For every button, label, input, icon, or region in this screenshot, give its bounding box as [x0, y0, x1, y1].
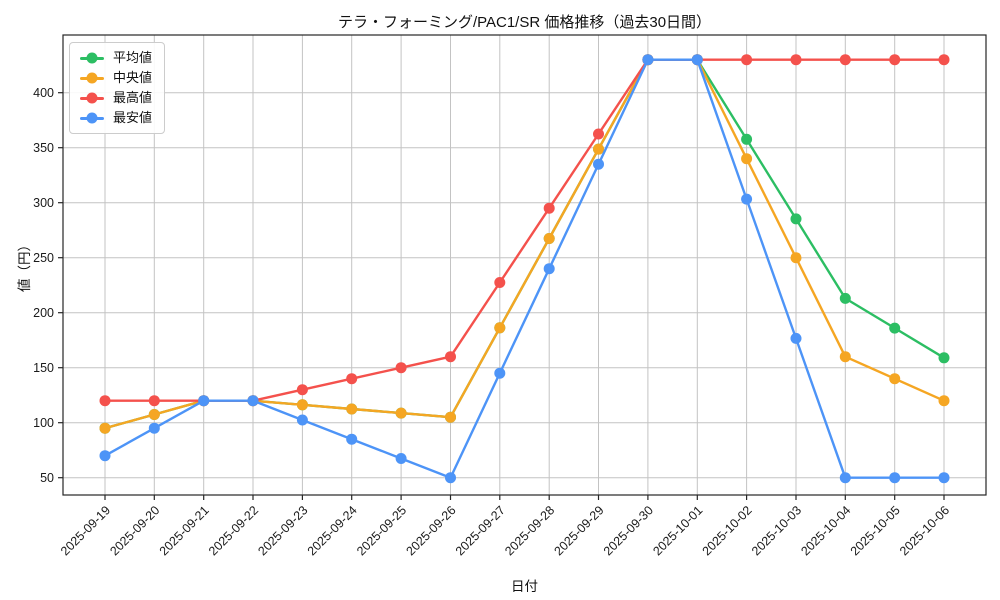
legend-item-max: 最高値: [80, 90, 152, 106]
svg-text:2025-09-24: 2025-09-24: [305, 503, 360, 558]
y-axis-label: 値（円）: [17, 238, 32, 292]
legend-item-average: 平均値: [80, 50, 152, 66]
svg-text:250: 250: [33, 251, 54, 265]
line-marker-icon: [80, 92, 104, 104]
line-marker-icon: [80, 72, 104, 84]
chart-title: テラ・フォーミング/PAC1/SR 価格推移（過去30日間）: [337, 14, 712, 31]
svg-text:2025-10-03: 2025-10-03: [749, 503, 804, 558]
svg-text:200: 200: [33, 306, 54, 320]
svg-text:2025-09-23: 2025-09-23: [255, 503, 310, 558]
svg-text:2025-09-21: 2025-09-21: [157, 503, 212, 558]
legend-label: 最安値: [113, 110, 153, 125]
svg-text:2025-09-22: 2025-09-22: [206, 503, 261, 558]
svg-text:2025-10-01: 2025-10-01: [650, 503, 705, 558]
legend-label: 最高値: [113, 90, 153, 105]
svg-text:2025-09-29: 2025-09-29: [552, 503, 607, 558]
legend-label: 中央値: [113, 70, 153, 85]
svg-text:100: 100: [33, 416, 54, 430]
line-marker-icon: [80, 112, 104, 124]
x-axis-label: 日付: [511, 579, 538, 594]
legend-item-median: 中央値: [80, 70, 152, 86]
legend-item-min: 最安値: [80, 110, 152, 126]
svg-text:300: 300: [33, 196, 54, 210]
svg-text:50: 50: [40, 471, 54, 485]
svg-text:2025-09-20: 2025-09-20: [107, 503, 162, 558]
svg-text:2025-09-26: 2025-09-26: [404, 503, 459, 558]
svg-text:2025-09-28: 2025-09-28: [502, 503, 557, 558]
svg-text:2025-10-06: 2025-10-06: [897, 503, 952, 558]
legend-label: 平均値: [113, 50, 153, 65]
line-marker-icon: [80, 52, 104, 64]
svg-text:2025-09-19: 2025-09-19: [58, 503, 113, 558]
svg-text:2025-10-02: 2025-10-02: [700, 503, 755, 558]
svg-text:2025-10-05: 2025-10-05: [848, 503, 903, 558]
svg-text:400: 400: [33, 86, 54, 100]
svg-text:150: 150: [33, 361, 54, 375]
svg-text:2025-10-04: 2025-10-04: [798, 503, 853, 558]
svg-text:350: 350: [33, 141, 54, 155]
svg-text:2025-09-30: 2025-09-30: [601, 503, 656, 558]
legend: 平均値 中央値 最高値 最安値: [69, 42, 166, 134]
svg-text:2025-09-25: 2025-09-25: [354, 503, 409, 558]
svg-text:2025-09-27: 2025-09-27: [453, 503, 508, 558]
